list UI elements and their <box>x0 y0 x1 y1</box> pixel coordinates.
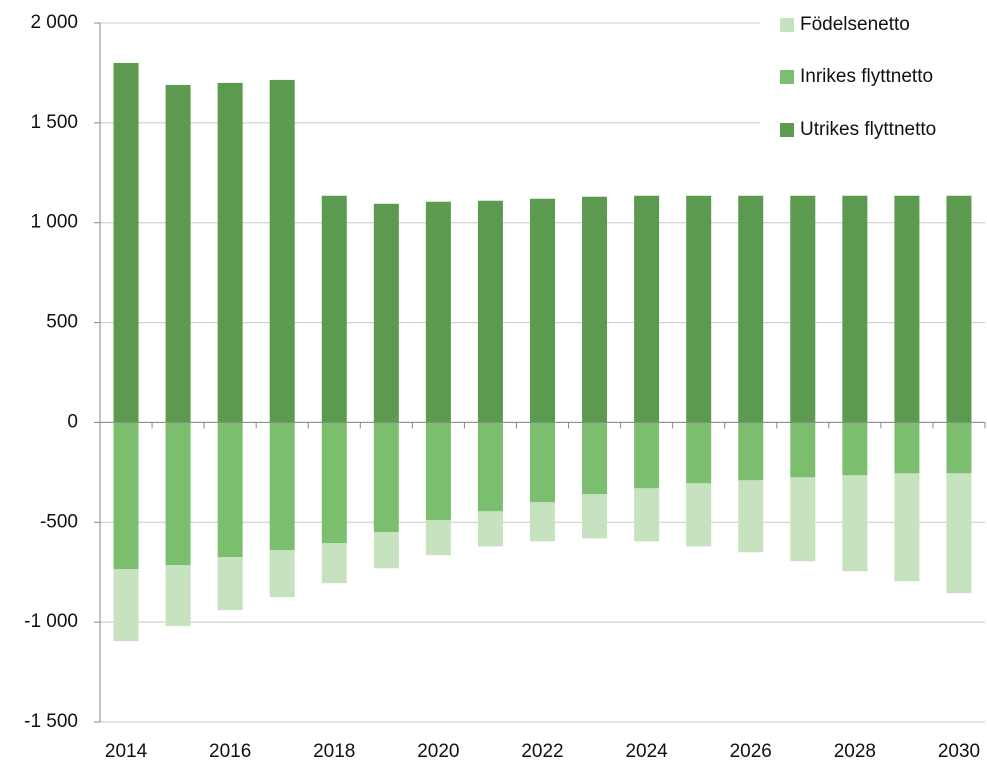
bar <box>269 79 295 423</box>
bar <box>530 502 555 542</box>
legend-label: Födelsenetto <box>800 14 910 35</box>
bar <box>686 422 712 484</box>
bar <box>477 200 503 423</box>
bar <box>946 195 972 423</box>
y-tick-label: 1 500 <box>30 112 78 133</box>
bar <box>113 62 139 423</box>
x-tick-label: 2028 <box>834 741 876 762</box>
bar <box>373 532 399 569</box>
bar <box>321 195 347 423</box>
bar <box>894 473 920 582</box>
bar <box>582 196 608 423</box>
bar <box>634 422 660 489</box>
y-tick-label: -500 <box>40 511 78 532</box>
bar <box>530 422 555 503</box>
bar <box>425 201 451 423</box>
bar <box>634 195 660 423</box>
bar <box>686 483 712 547</box>
bar <box>946 473 972 594</box>
bar <box>321 543 347 584</box>
bar <box>582 422 608 495</box>
bar <box>634 488 660 542</box>
x-tick-label: 2022 <box>521 741 563 762</box>
bar <box>842 195 868 423</box>
bar <box>425 422 451 521</box>
bar <box>738 422 764 481</box>
bar <box>686 195 712 423</box>
legend-label: Utrikes flyttnetto <box>800 119 936 140</box>
bar <box>946 422 972 474</box>
x-tick-label: 2030 <box>938 741 980 762</box>
bar <box>217 557 243 611</box>
bar <box>425 520 451 556</box>
bar <box>790 422 816 478</box>
bar <box>269 422 295 551</box>
bar <box>790 477 816 562</box>
bar <box>113 569 139 642</box>
y-tick-label: -1 500 <box>24 711 78 732</box>
bar <box>738 195 764 423</box>
bar <box>894 422 920 474</box>
bar <box>373 422 399 533</box>
bar <box>738 480 764 553</box>
bar <box>582 494 608 539</box>
y-tick-label: 1 000 <box>30 212 78 233</box>
x-tick-label: 2026 <box>730 741 772 762</box>
bar <box>530 198 555 423</box>
bar <box>477 511 503 547</box>
bar <box>165 84 191 423</box>
bar <box>269 550 295 598</box>
x-tick-label: 2014 <box>105 741 148 762</box>
legend-swatch <box>780 18 794 32</box>
legend-swatch <box>780 70 794 84</box>
bar <box>842 475 868 572</box>
y-tick-label: 500 <box>46 312 78 333</box>
bar <box>165 565 191 627</box>
bar <box>113 422 139 570</box>
bar <box>217 82 243 423</box>
bar <box>790 195 816 423</box>
legend-label: Inrikes flyttnetto <box>800 66 933 87</box>
y-tick-label: 2 000 <box>30 12 78 33</box>
bar <box>165 422 191 566</box>
x-tick-label: 2020 <box>417 741 459 762</box>
bar <box>321 422 347 544</box>
bar <box>373 203 399 423</box>
x-tick-label: 2024 <box>625 741 668 762</box>
y-tick-label: 0 <box>67 411 78 432</box>
legend-swatch <box>780 123 794 137</box>
x-tick-label: 2018 <box>313 741 355 762</box>
y-tick-label: -1 000 <box>24 611 78 632</box>
bar <box>842 422 868 476</box>
bar <box>477 422 503 512</box>
bar <box>217 422 243 558</box>
bar <box>894 195 920 423</box>
x-tick-label: 2016 <box>209 741 251 762</box>
legend-box <box>760 5 985 153</box>
